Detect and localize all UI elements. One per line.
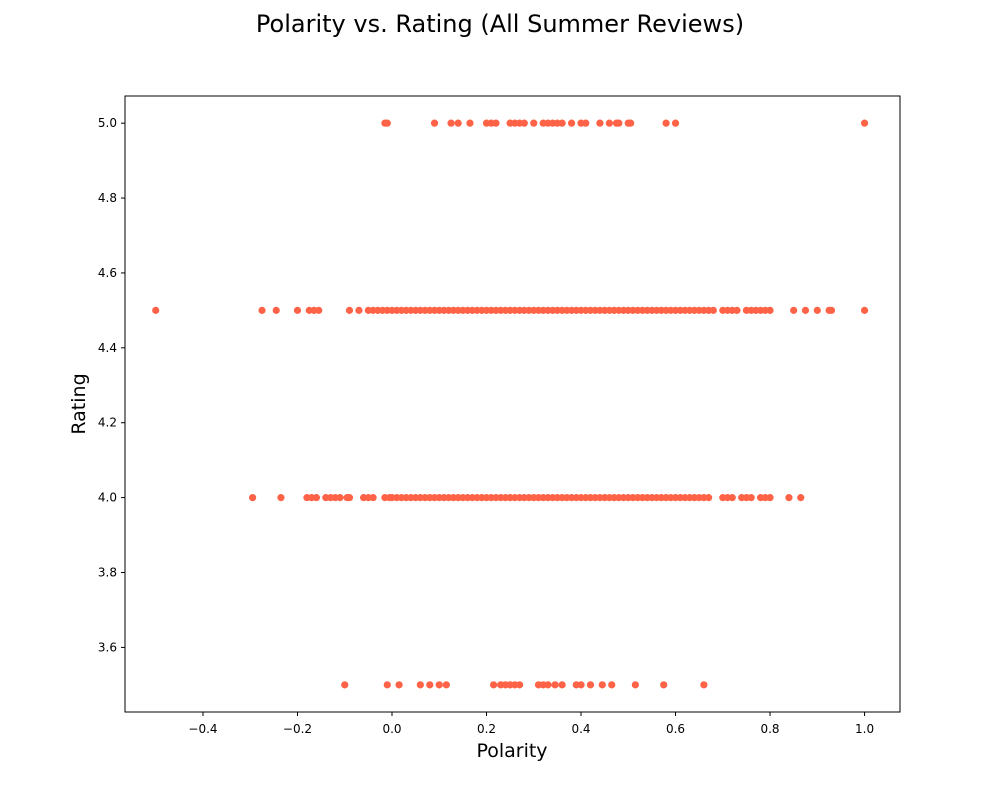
data-point (582, 119, 590, 127)
data-point (355, 306, 363, 314)
data-point (345, 494, 354, 502)
data-point (315, 306, 323, 314)
y-tick-label: 4.4 (98, 341, 117, 355)
data-point (369, 494, 377, 502)
x-tick-label: 1.0 (855, 722, 874, 736)
data-point (426, 681, 434, 689)
chart-title: Polarity vs. Rating (All Summer Reviews) (255, 10, 745, 38)
data-point (258, 306, 266, 314)
x-tick-label: −0.4 (188, 722, 217, 736)
y-tick-label: 5.0 (98, 116, 117, 130)
data-point (728, 494, 736, 502)
data-point (567, 119, 576, 127)
data-point (598, 681, 606, 689)
data-point (430, 119, 439, 127)
data-point (558, 119, 566, 127)
data-point (586, 681, 595, 689)
x-axis-label: Polarity (476, 740, 547, 762)
data-point (442, 681, 450, 689)
y-axis: 3.6 3.8 4.0 4.2 4.4 4.6 4.8 5.0 (98, 116, 125, 654)
data-point (551, 681, 559, 689)
x-tick-label: 0.0 (382, 722, 401, 736)
data-point (383, 119, 391, 127)
data-point (605, 119, 613, 127)
data-point (785, 494, 793, 502)
x-tick-label: 0.6 (666, 722, 685, 736)
data-point (671, 119, 680, 127)
data-point (454, 119, 462, 127)
data-point (615, 119, 623, 127)
data-point (248, 494, 257, 502)
data-point (312, 494, 320, 502)
data-point (272, 306, 280, 314)
data-point (345, 306, 354, 314)
data-point (558, 681, 566, 689)
data-point (520, 119, 528, 127)
data-point (383, 681, 391, 689)
data-point (530, 119, 538, 127)
data-point (813, 306, 821, 314)
data-point (766, 306, 774, 314)
y-tick-label: 3.6 (98, 640, 117, 654)
y-tick-label: 4.6 (98, 266, 117, 280)
data-point (660, 681, 668, 689)
y-axis-label: Rating (68, 373, 90, 434)
data-point (466, 119, 474, 127)
y-tick-label: 4.0 (98, 491, 117, 505)
data-point (435, 681, 443, 689)
data-point (577, 681, 585, 689)
data-point (790, 306, 798, 314)
points-layer (152, 119, 869, 689)
data-point (705, 494, 713, 502)
data-point (631, 681, 639, 689)
data-point (341, 681, 349, 689)
x-tick-label: 0.4 (571, 722, 590, 736)
data-point (515, 681, 524, 689)
x-axis: −0.4 −0.2 0.0 0.2 0.4 0.6 0.8 1.0 (188, 712, 874, 736)
x-tick-label: 0.8 (760, 722, 779, 736)
y-tick-label: 4.2 (98, 416, 117, 430)
data-point (766, 494, 774, 502)
x-tick-label: −0.2 (283, 722, 312, 736)
data-point (544, 681, 552, 689)
y-tick-label: 4.8 (98, 191, 117, 205)
data-point (700, 681, 708, 689)
data-point (395, 681, 403, 689)
data-point (709, 306, 717, 314)
data-point (492, 119, 500, 127)
data-point (490, 681, 498, 689)
data-point (336, 494, 344, 502)
data-point (797, 494, 805, 502)
data-point (416, 681, 424, 689)
data-point (733, 306, 741, 314)
data-point (596, 119, 604, 127)
data-point (447, 119, 455, 127)
plot-frame (124, 95, 901, 713)
y-tick-label: 3.8 (98, 566, 117, 580)
data-point (277, 494, 285, 502)
data-point (801, 306, 810, 314)
data-point (627, 119, 635, 127)
data-point (827, 306, 836, 314)
data-point (747, 494, 755, 502)
x-tick-label: 0.2 (477, 722, 496, 736)
data-point (293, 306, 302, 314)
data-point (662, 119, 670, 127)
data-point (152, 306, 160, 314)
data-point (860, 306, 869, 314)
data-point (608, 681, 616, 689)
data-point (860, 119, 869, 127)
